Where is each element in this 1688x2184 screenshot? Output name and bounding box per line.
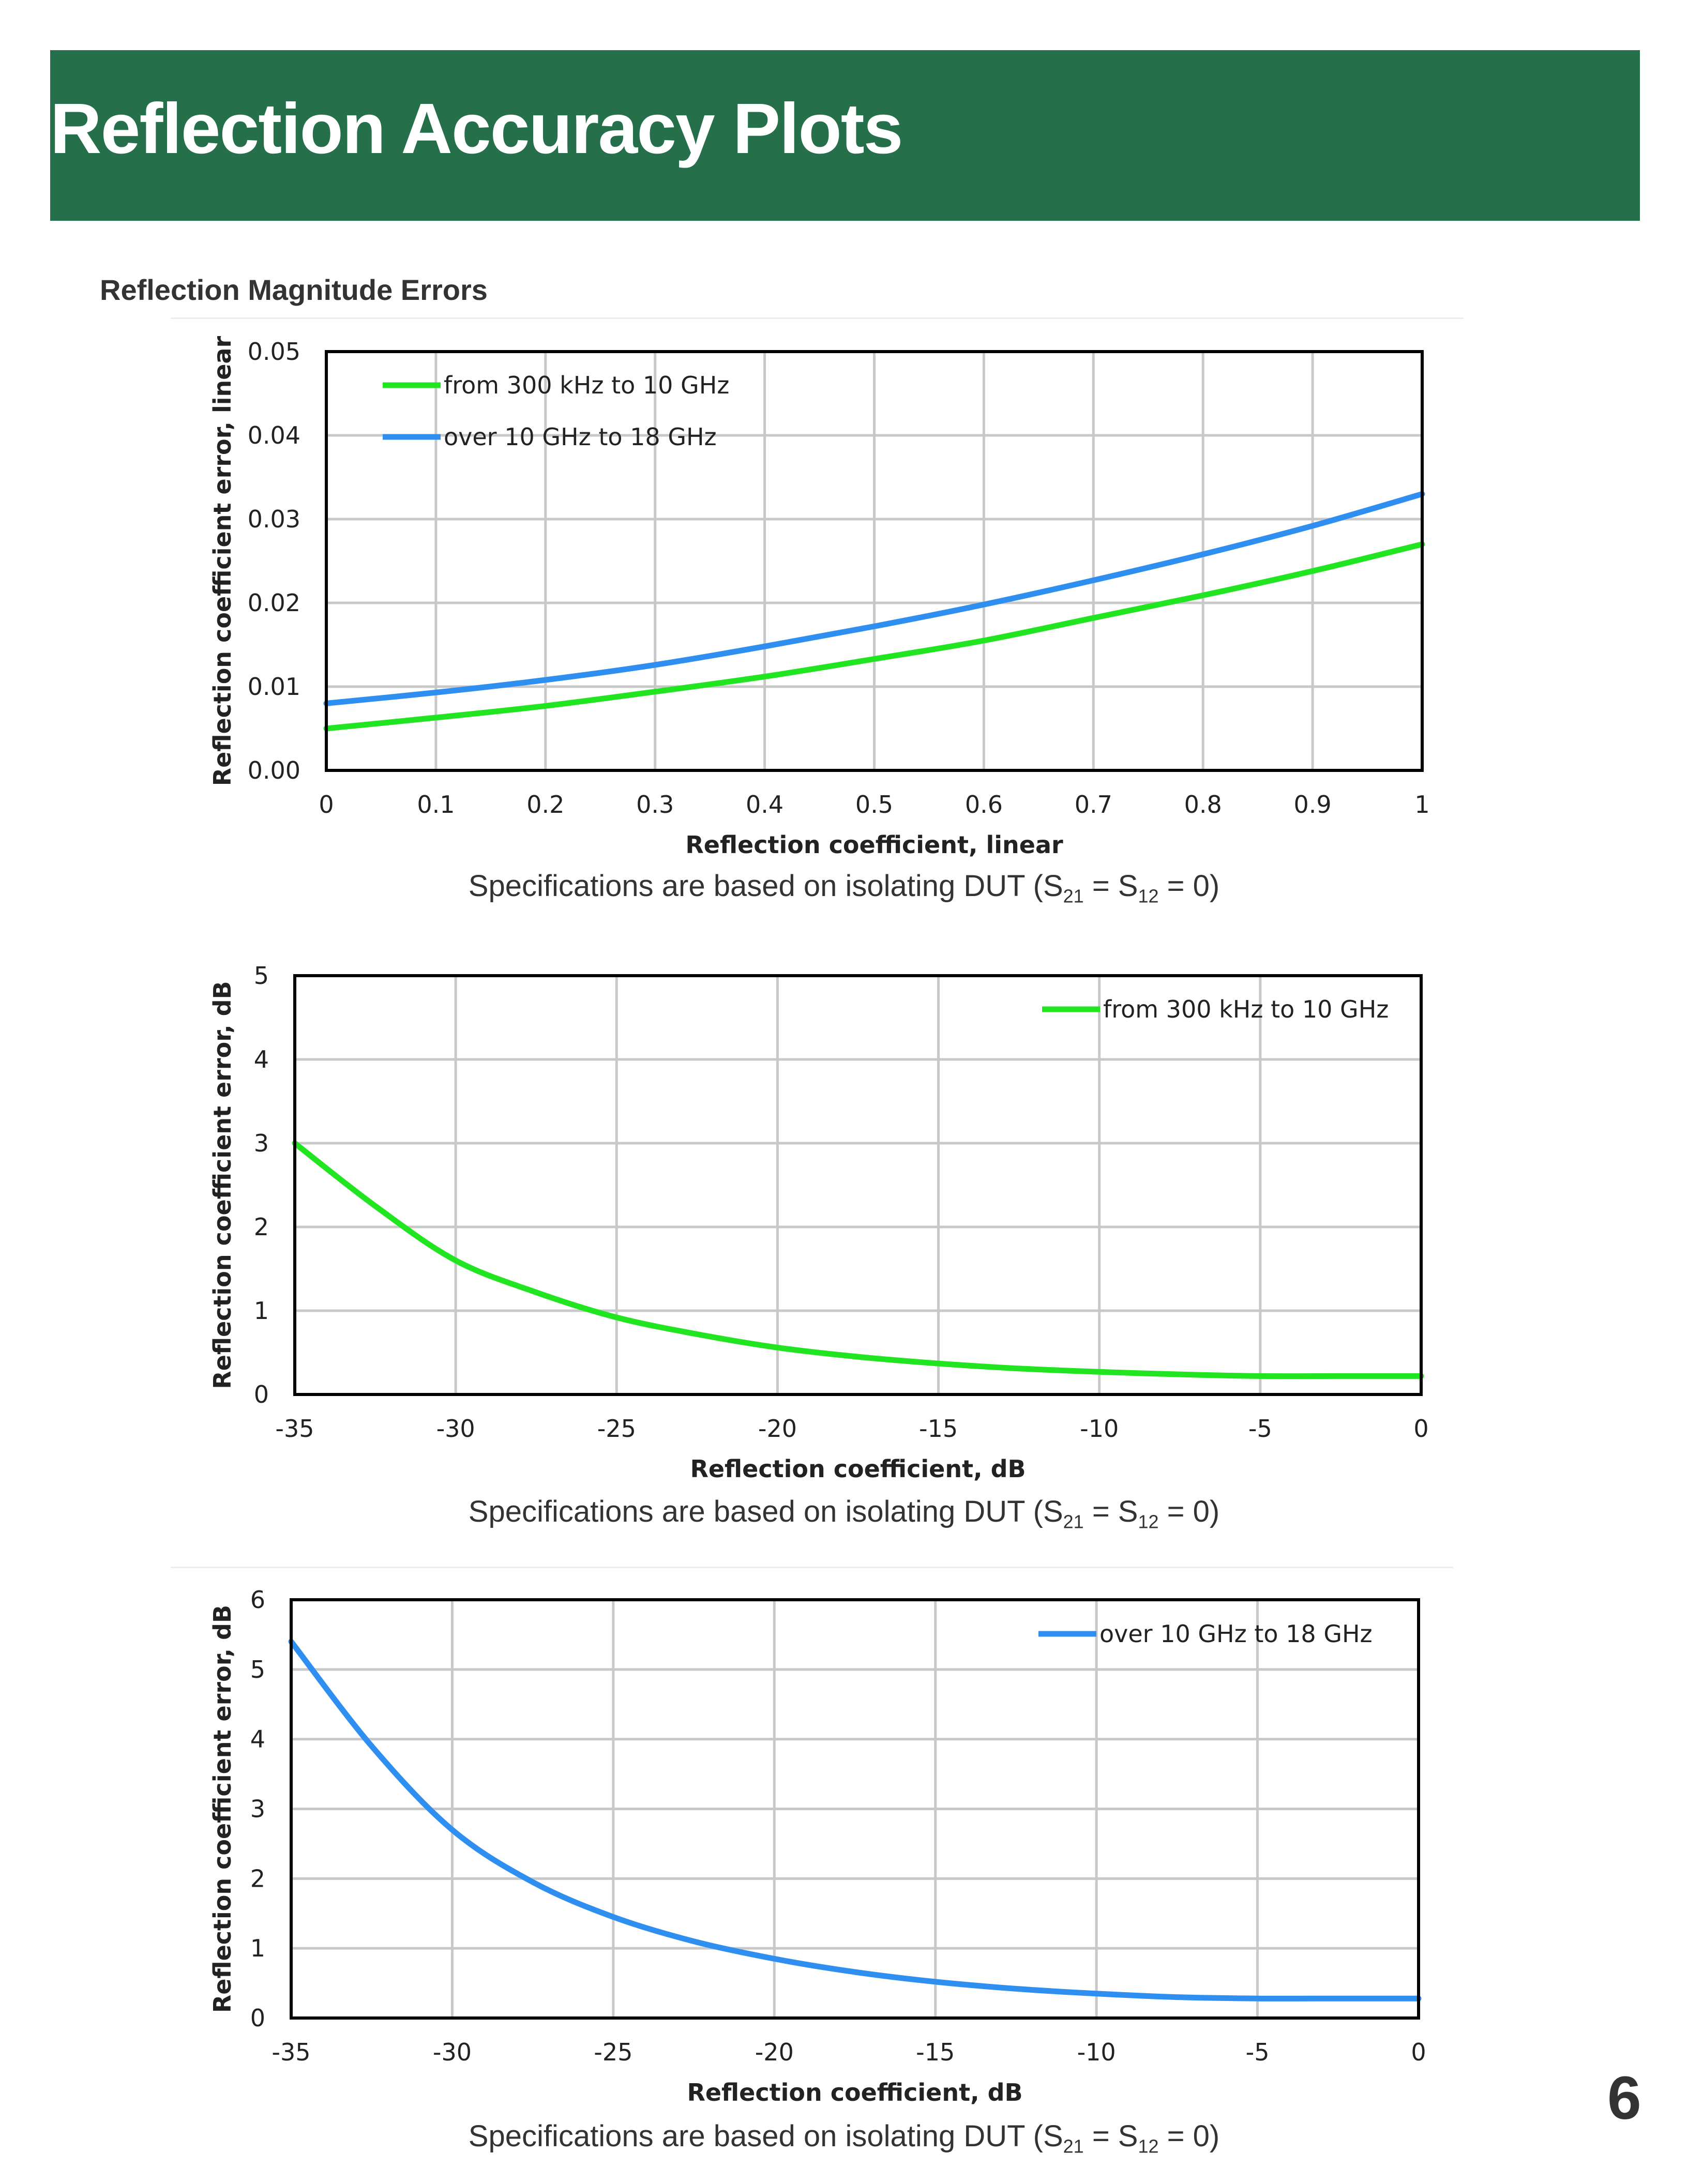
caption-subscript-21: 21 [1063, 1511, 1084, 1533]
y-tick-label: 4 [254, 1045, 269, 1073]
x-tick-label: -5 [1248, 1415, 1272, 1443]
y-axis-label: Reflection coefficient error, dB [208, 1605, 236, 2013]
page-title: Reflection Accuracy Plots [50, 89, 903, 169]
x-tick-label: 0.5 [855, 791, 893, 818]
chart-caption-3: Specifications are based on isolating DU… [0, 2119, 1688, 2158]
y-tick-label: 5 [250, 1656, 265, 1684]
y-tick-label: 6 [250, 1586, 265, 1614]
caption-text: = 0) [1158, 2119, 1220, 2153]
y-tick-label: 1 [250, 1934, 265, 1962]
caption-subscript-12: 12 [1138, 2135, 1159, 2157]
y-tick-label: 0.00 [248, 756, 300, 784]
x-tick-label: 1 [1414, 791, 1429, 818]
x-tick-label: 0.9 [1294, 791, 1332, 818]
y-tick-label: 0 [254, 1381, 269, 1408]
y-tick-label: 0 [250, 2004, 265, 2032]
separator-middle [171, 1567, 1453, 1568]
caption-text: = 0) [1158, 1495, 1220, 1528]
series-line [288, 1639, 1422, 2001]
x-tick-label: -10 [1080, 1415, 1119, 1443]
y-axis-label: Reflection coefficient error, linear [208, 336, 236, 786]
legend-label: over 10 GHz to 18 GHz [1099, 1620, 1373, 1648]
x-tick-label: 0.3 [636, 791, 674, 818]
legend-label: from 300 kHz to 10 GHz [444, 371, 729, 399]
y-tick-label: 0.01 [248, 673, 300, 701]
caption-text: = 0) [1158, 869, 1220, 903]
y-tick-label: 5 [254, 962, 269, 990]
section-title: Reflection Magnitude Errors [100, 274, 488, 306]
x-tick-label: -20 [758, 1415, 797, 1443]
x-tick-label: -25 [594, 2038, 632, 2066]
x-tick-label: 0.2 [526, 791, 564, 818]
legend-label: over 10 GHz to 18 GHz [444, 423, 717, 451]
x-tick-label: -35 [275, 1415, 314, 1443]
x-axis-label: Reflection coefficient, dB [690, 1455, 1026, 1483]
caption-subscript-21: 21 [1063, 885, 1084, 907]
plot-frame [293, 974, 1423, 1396]
y-tick-label: 1 [254, 1297, 269, 1325]
separator-top [171, 317, 1464, 319]
legend-label: from 300 kHz to 10 GHz [1103, 995, 1389, 1023]
x-tick-label: 0 [1411, 2038, 1426, 2066]
x-axis-label: Reflection coefficient, linear [685, 831, 1063, 859]
y-tick-label: 2 [254, 1213, 269, 1241]
x-tick-label: 0.4 [746, 791, 783, 818]
x-tick-label: -35 [272, 2038, 310, 2066]
caption-subscript-12: 12 [1138, 885, 1159, 907]
x-tick-label: 0 [1413, 1415, 1428, 1443]
x-tick-label: 0.6 [965, 791, 1003, 818]
plot-frame [325, 350, 1424, 772]
page-number: 6 [1607, 2064, 1641, 2132]
x-tick-label: 0.7 [1075, 791, 1112, 818]
x-tick-label: -25 [597, 1415, 636, 1443]
x-axis-label: Reflection coefficient, dB [687, 2079, 1022, 2106]
header-banner [50, 50, 1640, 221]
caption-subscript-21: 21 [1063, 2135, 1084, 2157]
y-tick-label: 0.04 [248, 421, 300, 449]
caption-text: Specifications are based on isolating DU… [468, 1495, 1063, 1528]
x-tick-label: -30 [436, 1415, 475, 1443]
y-axis-label: Reflection coefficient error, dB [208, 981, 236, 1389]
x-tick-label: 0.8 [1184, 791, 1222, 818]
series-line [292, 1140, 1424, 1379]
series-line [323, 541, 1425, 732]
x-tick-label: -10 [1077, 2038, 1116, 2066]
x-tick-label: -5 [1246, 2038, 1270, 2066]
caption-text: Specifications are based on isolating DU… [468, 869, 1063, 903]
y-tick-label: 4 [250, 1725, 265, 1753]
caption-text: = S [1083, 2119, 1138, 2153]
y-tick-label: 3 [254, 1129, 269, 1157]
y-tick-label: 0.03 [248, 505, 300, 533]
y-tick-label: 3 [250, 1795, 265, 1823]
x-tick-label: 0 [319, 791, 334, 818]
x-tick-label: 0.1 [417, 791, 455, 818]
caption-text: = S [1083, 1495, 1138, 1528]
caption-text: = S [1083, 869, 1138, 903]
y-tick-label: 2 [250, 1864, 265, 1892]
chart-caption-2: Specifications are based on isolating DU… [0, 1494, 1688, 1533]
caption-text: Specifications are based on isolating DU… [468, 2119, 1063, 2153]
y-tick-label: 0.02 [248, 589, 300, 617]
gridlines [290, 1598, 1420, 2020]
y-tick-label: 0.05 [248, 338, 300, 366]
plot-frame [290, 1598, 1420, 2020]
x-tick-label: -20 [755, 2038, 794, 2066]
x-tick-label: -30 [433, 2038, 472, 2066]
chart-caption-1: Specifications are based on isolating DU… [0, 869, 1688, 907]
series-line [323, 491, 1425, 706]
x-tick-label: -15 [916, 2038, 955, 2066]
caption-subscript-12: 12 [1138, 1511, 1159, 1533]
x-tick-label: -15 [919, 1415, 958, 1443]
